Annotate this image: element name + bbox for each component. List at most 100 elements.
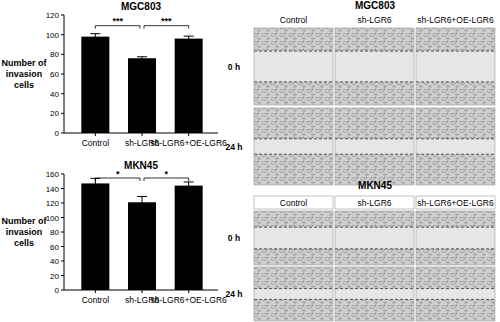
error-stem — [142, 196, 143, 208]
wound-gap — [416, 51, 495, 82]
y-tick-label: 20 — [50, 272, 59, 281]
error-bar — [137, 196, 147, 208]
error-cap — [184, 36, 194, 37]
error-bar — [184, 36, 194, 41]
error-bar — [90, 34, 100, 40]
y-tick — [61, 174, 64, 175]
bar — [175, 39, 203, 133]
bar — [81, 183, 109, 290]
y-tick — [61, 34, 64, 35]
micrograph — [254, 108, 333, 185]
wound-gap — [335, 289, 414, 300]
wound-edge — [335, 248, 414, 249]
error-cap — [137, 56, 147, 57]
error-cap — [137, 208, 147, 209]
x-tick-label: Control — [82, 295, 110, 305]
x-tick — [95, 290, 96, 293]
x-tick — [188, 290, 189, 293]
y-tick-label: 0 — [55, 129, 60, 138]
figure: MGC803Number ofinvasioncells020406080100… — [0, 0, 500, 322]
row-label: 24 h — [225, 289, 242, 299]
micrograph — [335, 28, 414, 105]
y-tick — [61, 246, 64, 247]
wound-edge — [416, 299, 495, 300]
micrograph-frame — [416, 28, 495, 105]
y-tick — [61, 203, 64, 204]
micrograph — [416, 267, 495, 321]
y-tick — [61, 290, 64, 291]
wound-edge — [416, 154, 495, 155]
wound-edge — [335, 288, 414, 289]
wound-edge — [416, 138, 495, 139]
wound-gap — [254, 139, 333, 154]
micrograph-frame — [416, 211, 495, 265]
micrograph — [416, 28, 495, 105]
micrograph-frame — [254, 211, 333, 265]
x-tick — [188, 133, 189, 136]
micrograph-frame — [335, 28, 414, 105]
y-tick — [61, 133, 64, 134]
significance-label: * — [116, 169, 120, 179]
x-tick — [142, 290, 143, 293]
micrograph-frame — [416, 267, 495, 321]
y-tick-label: 100 — [46, 214, 60, 223]
micrograph-frame — [254, 108, 333, 185]
panel-title: MGC803 — [355, 0, 395, 11]
wound-edge — [335, 227, 414, 228]
column-label: Control — [280, 15, 308, 25]
wound-panel: MKN45Controlsh-LGR6sh-LGR6+OE-LGR60 h24 … — [225, 180, 495, 321]
wound-edge — [335, 138, 414, 139]
significance-label: *** — [112, 16, 123, 26]
x-tick-label: sh-LGR6+OE-LGR6 — [151, 295, 228, 305]
y-tick-label: 0 — [55, 286, 60, 295]
chart-title: MGC803 — [121, 1, 161, 12]
y-tick — [61, 93, 64, 94]
wound-gap — [335, 51, 414, 82]
y-axis-label-line: Number of — [2, 216, 48, 226]
column-header-box — [254, 196, 333, 209]
error-stem — [188, 182, 189, 189]
x-tick-label: Control — [82, 138, 110, 148]
wound-edge — [335, 51, 414, 52]
error-stem — [95, 34, 96, 40]
error-cap — [137, 196, 147, 197]
row-label: 24 h — [225, 142, 242, 152]
x-tick — [142, 133, 143, 136]
row-label: 0 h — [228, 233, 240, 243]
wound-edge — [335, 81, 414, 82]
column-label: Control — [280, 198, 308, 208]
y-axis-label: Number ofinvasioncells — [2, 216, 48, 248]
micrograph — [254, 267, 333, 321]
y-tick — [61, 261, 64, 262]
y-tick-label: 120 — [46, 11, 60, 20]
wound-edge — [254, 227, 333, 228]
significance-label: *** — [161, 16, 172, 26]
y-tick-label: 40 — [50, 257, 59, 266]
wound-edge — [254, 299, 333, 300]
wound-gap — [416, 139, 495, 154]
y-tick-label: 140 — [46, 185, 60, 194]
y-axis-label: Number ofinvasioncells — [2, 58, 48, 90]
wound-edge — [254, 248, 333, 249]
wound-gap — [254, 227, 333, 249]
y-tick — [61, 232, 64, 233]
column-label: sh-LGR6 — [357, 198, 391, 208]
y-tick — [61, 54, 64, 55]
error-cap — [184, 189, 194, 190]
y-axis-label-line: cells — [14, 80, 34, 90]
wound-edge — [416, 227, 495, 228]
error-cap — [184, 41, 194, 42]
wound-edge — [254, 81, 333, 82]
error-cap — [137, 59, 147, 60]
bar — [128, 202, 156, 290]
y-tick-label: 160 — [46, 170, 60, 179]
plot-area — [81, 178, 202, 290]
y-tick — [61, 188, 64, 189]
y-axis-label-line: cells — [14, 238, 34, 248]
micrograph — [416, 108, 495, 185]
micrograph — [254, 28, 333, 105]
y-axis-label-line: Number of — [2, 58, 48, 68]
panel-title: MKN45 — [358, 180, 392, 191]
micrograph — [335, 211, 414, 265]
y-tick — [61, 217, 64, 218]
